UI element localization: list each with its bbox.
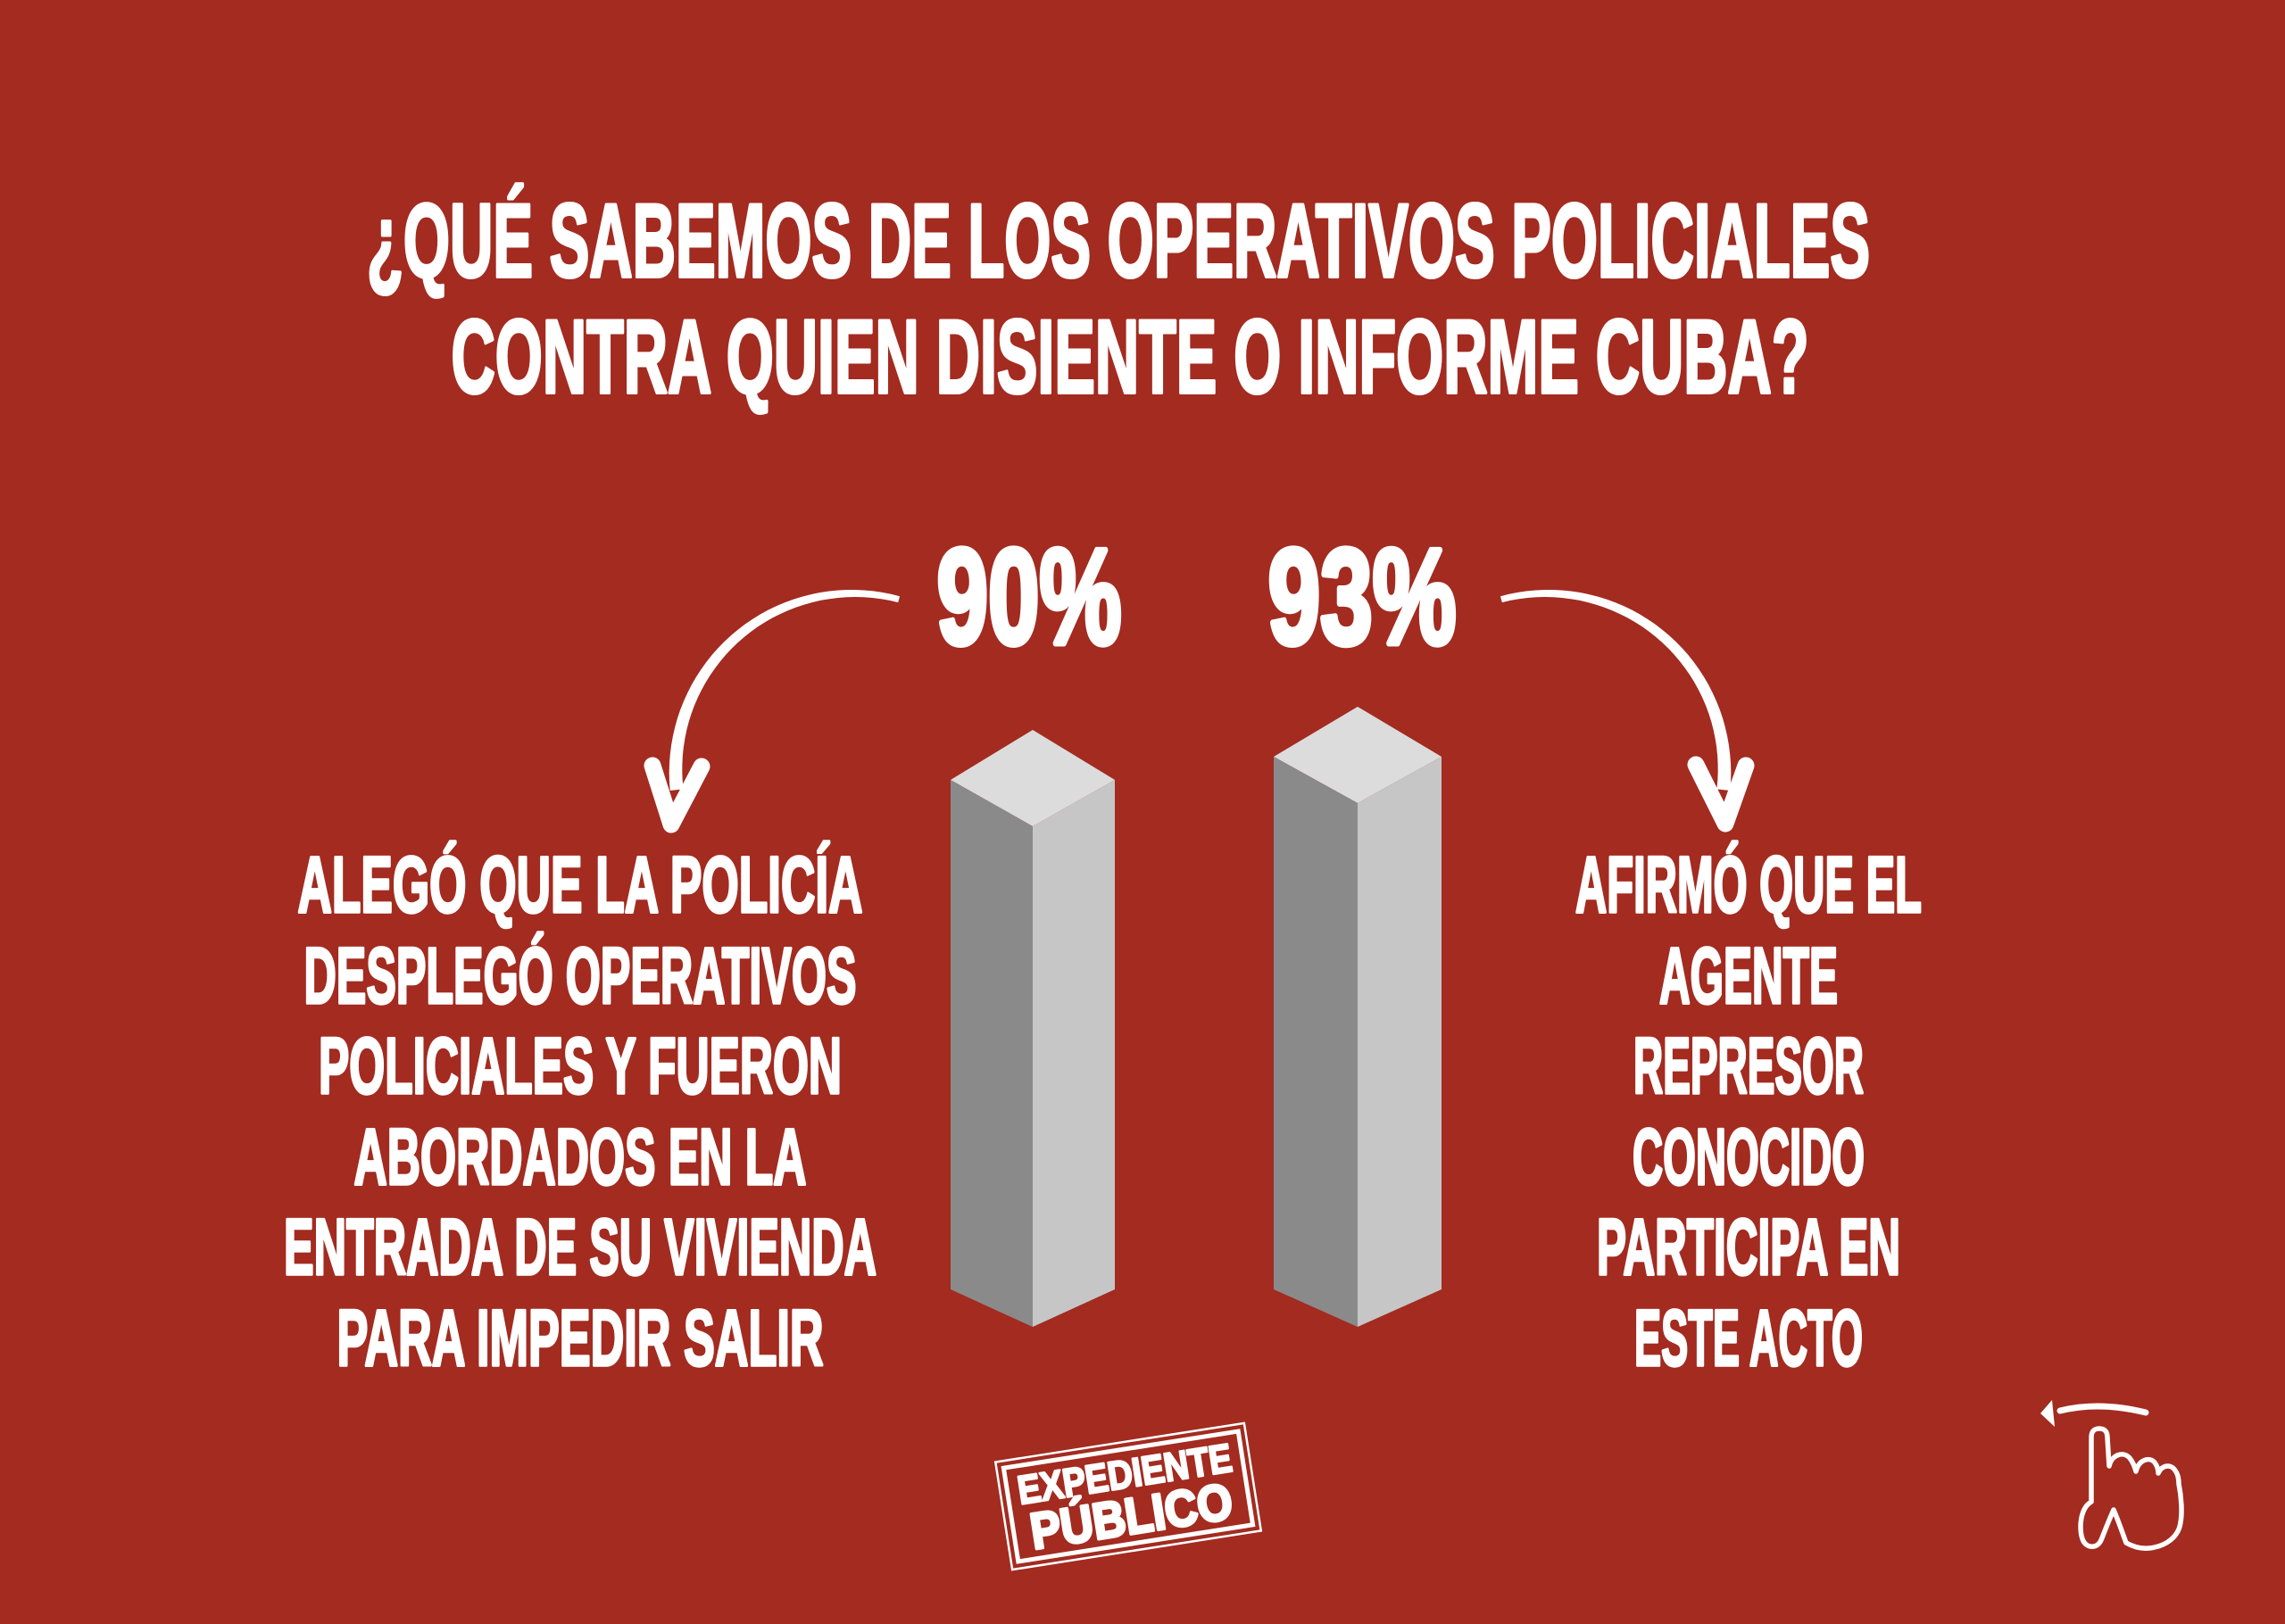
svg-text:PARTICIPA EN: PARTICIPA EN: [1597, 1202, 1900, 1291]
svg-text:CONOCIDO: CONOCIDO: [1633, 1112, 1865, 1201]
svg-text:REPRESOR: REPRESOR: [1633, 1021, 1864, 1110]
svg-text:ALEGÓ QUE LA POLICÍA: ALEGÓ QUE LA POLICÍA: [298, 840, 863, 929]
svg-text:93%: 93%: [1268, 521, 1457, 673]
svg-text:POLICIALES Y FUERON: POLICIALES Y FUERON: [319, 1021, 842, 1110]
svg-text:¿QUÉ SABEMOS DE LOS OPERATIVOS: ¿QUÉ SABEMOS DE LOS OPERATIVOS POLICIALE…: [367, 182, 1870, 299]
svg-text:ESTE ACTO: ESTE ACTO: [1634, 1293, 1863, 1382]
svg-text:PARA IMPEDIR SALIR: PARA IMPEDIR SALIR: [337, 1293, 824, 1382]
svg-text:ENTRADA DE SU VIVIENDA: ENTRADA DE SU VIVIENDA: [284, 1202, 877, 1291]
svg-text:AGENTE: AGENTE: [1659, 931, 1838, 1020]
svg-text:90%: 90%: [937, 521, 1122, 673]
svg-text:DESPLEGÓ OPERATIVOS: DESPLEGÓ OPERATIVOS: [304, 931, 857, 1020]
svg-text:AFIRMÓ QUE EL: AFIRMÓ QUE EL: [1575, 840, 1922, 929]
svg-text:CONTRA QUIEN DISIENTE O INFORM: CONTRA QUIEN DISIENTE O INFORME CUBA?: [452, 298, 1809, 415]
svg-text:ABORDADOS EN LA: ABORDADOS EN LA: [354, 1112, 807, 1201]
